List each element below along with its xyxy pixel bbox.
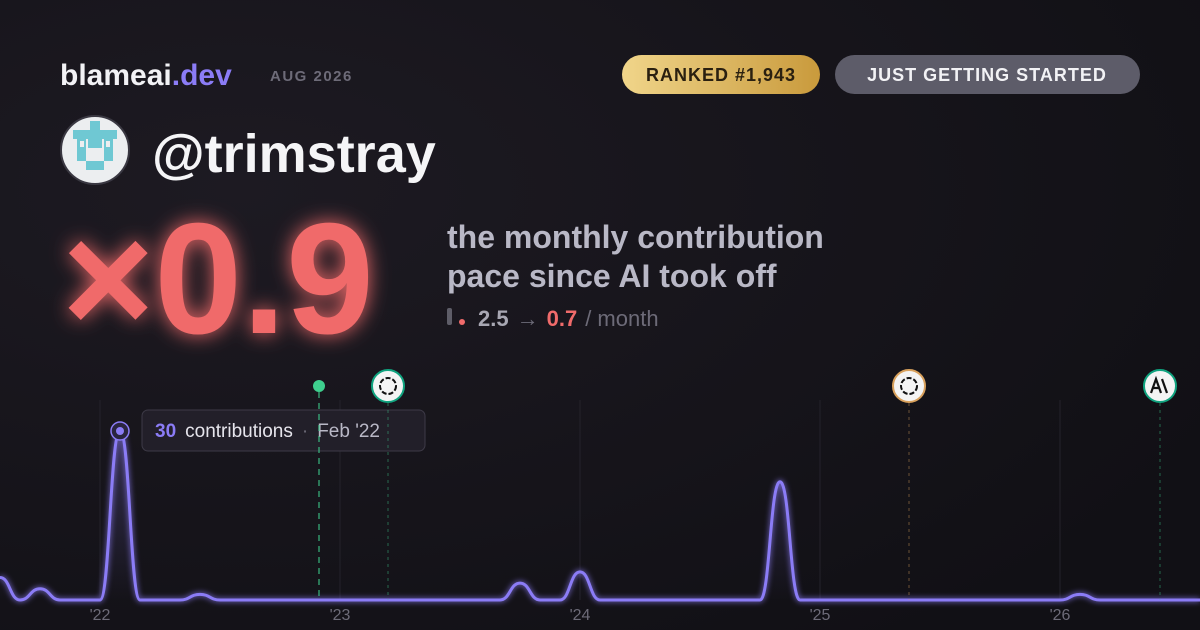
handle: @trimstray bbox=[152, 124, 436, 184]
caption-line: the monthly contribution bbox=[447, 219, 824, 255]
status-badge bbox=[835, 55, 1140, 94]
x-tick-label: '22 bbox=[90, 607, 111, 624]
tooltip bbox=[141, 409, 426, 452]
x-tick-label: '25 bbox=[810, 607, 831, 624]
x-tick-label: '24 bbox=[570, 607, 591, 624]
tooltip-separator: · bbox=[302, 421, 308, 442]
after-value: 0.7 bbox=[547, 306, 578, 331]
caption-line: pace since AI took off bbox=[447, 258, 777, 294]
chart: '22 '23 '24 '25 '26 30 contributions · Feb '22 bbox=[0, 400, 1200, 624]
tooltip-text: 30 contributions · Feb '22 bbox=[155, 421, 380, 442]
arrow: → bbox=[517, 306, 539, 331]
before-value: 2.5 bbox=[478, 306, 509, 331]
highlight-dot bbox=[116, 427, 124, 435]
tooltip-date: Feb '22 bbox=[317, 421, 380, 442]
after-icon bbox=[459, 319, 465, 325]
line bbox=[0, 429, 1200, 602]
status-text: JUST GETTING STARTED bbox=[867, 65, 1107, 85]
x-tick-label: '23 bbox=[330, 607, 351, 624]
area bbox=[0, 431, 1200, 600]
before-icon bbox=[447, 308, 452, 325]
unit: / month bbox=[585, 306, 658, 331]
brand-name: blameai bbox=[60, 59, 172, 92]
date: AUG 2026 bbox=[270, 68, 353, 85]
avatar bbox=[60, 115, 130, 185]
tooltip-value: 30 bbox=[155, 421, 176, 442]
event-markers bbox=[313, 369, 1177, 600]
x-tick-label: '26 bbox=[1050, 607, 1071, 624]
rank-badge bbox=[622, 55, 820, 94]
brand: blameai.dev bbox=[60, 59, 232, 92]
tooltip-label: contributions bbox=[185, 421, 293, 442]
stats: 2.5 → 0.7 / month bbox=[478, 306, 659, 331]
multiplier: ×0.9 bbox=[62, 191, 374, 367]
brand-tld: .dev bbox=[172, 59, 232, 92]
rank-text: RANKED #1,943 bbox=[646, 65, 796, 85]
